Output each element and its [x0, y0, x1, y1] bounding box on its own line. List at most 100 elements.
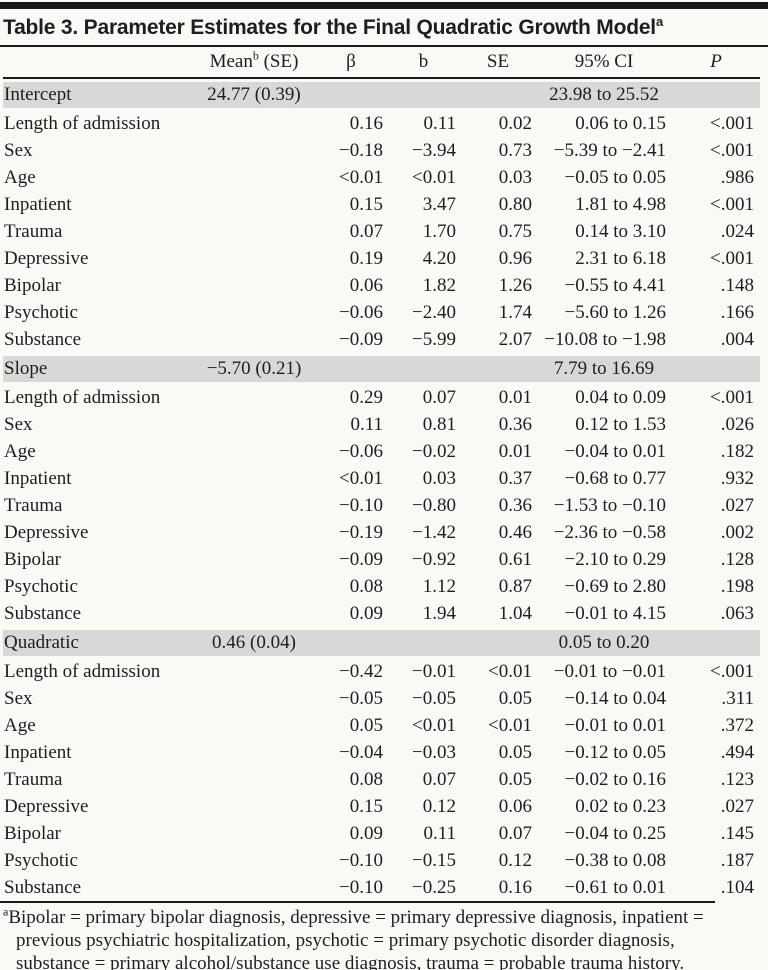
predictor-se-cell: 0.06: [498, 796, 532, 817]
predictor-label-cell: Age: [4, 441, 36, 462]
predictor-beta-cell: −0.06: [339, 302, 383, 323]
footnote-a: aBipolar = primary bipolar diagnosis, de…: [3, 906, 715, 970]
predictor-ci-cell: −0.14 to 0.04: [564, 688, 667, 709]
predictor-mean-cell-empty: [193, 600, 315, 627]
predictor-beta-cell: −0.10: [339, 850, 383, 871]
predictor-ci-cell: 0.12 to 1.53: [575, 414, 666, 435]
table-title-footnote-marker: a: [655, 14, 663, 29]
predictor-beta-cell: −0.18: [339, 140, 383, 161]
predictor-b-cell: −0.01: [412, 661, 456, 682]
predictor-mean-cell-empty: [193, 411, 315, 438]
predictor-row: Psychotic 0.08 1.12 0.87 −0.69 to 2.80 .…: [3, 573, 760, 600]
predictor-mean-cell-empty: [193, 874, 315, 901]
predictor-label-cell: Trauma: [4, 769, 63, 790]
predictor-mean-cell-empty: [193, 739, 315, 766]
predictor-row: Trauma −0.10 −0.80 0.36 −1.53 to −0.10 .…: [3, 492, 760, 519]
predictor-b-cell: 4.20: [422, 248, 456, 269]
predictor-label-cell: Sex: [4, 140, 33, 161]
predictor-row: Inpatient −0.04 −0.03 0.05 −0.12 to 0.05…: [3, 739, 760, 766]
predictor-se-cell: <0.01: [488, 715, 532, 736]
predictor-se-cell: 0.01: [498, 441, 532, 462]
predictor-label-cell: Trauma: [4, 495, 63, 516]
predictor-mean-cell-empty: [193, 492, 315, 519]
predictor-ci-cell: −2.36 to −0.58: [553, 522, 666, 543]
predictor-p-cell: .187: [720, 850, 754, 871]
section-p-cell-empty: [672, 627, 760, 658]
predictor-p-cell: .182: [720, 441, 754, 462]
predictor-se-cell: <0.01: [488, 661, 532, 682]
predictor-beta-cell: <0.01: [339, 167, 383, 188]
predictor-beta-cell: −0.09: [339, 549, 383, 570]
parameter-estimates-table: Meanb (SE) β b SE 95% CI P Intercept 24.…: [3, 47, 760, 901]
predictor-b-cell: −0.80: [412, 495, 456, 516]
predictor-label-cell: Age: [4, 715, 36, 736]
col-header-mean-se: Meanb (SE): [193, 47, 315, 79]
predictor-ci-cell: 0.02 to 0.23: [575, 796, 666, 817]
predictor-p-cell: .024: [720, 221, 754, 242]
predictor-row: Substance −0.10 −0.25 0.16 −0.61 to 0.01…: [3, 874, 760, 901]
predictor-b-cell: 0.07: [422, 769, 456, 790]
predictor-se-cell: 0.75: [498, 221, 532, 242]
header-row: Meanb (SE) β b SE 95% CI P: [3, 47, 760, 79]
col-header-se: SE: [460, 47, 536, 79]
section-ci-cell: 23.98 to 25.52: [536, 79, 672, 110]
predictor-b-cell: <0.01: [412, 715, 456, 736]
predictor-ci-cell: −2.10 to 0.29: [564, 549, 667, 570]
predictor-row: Length of admission 0.16 0.11 0.02 0.06 …: [3, 110, 760, 137]
predictor-b-cell: 0.11: [423, 113, 456, 134]
predictor-row: Sex −0.18 −3.94 0.73 −5.39 to −2.41 <.00…: [3, 137, 760, 164]
predictor-se-cell: 0.36: [498, 414, 532, 435]
predictor-b-cell: −1.42: [412, 522, 456, 543]
predictor-ci-cell: −0.01 to 0.01: [564, 715, 667, 736]
predictor-mean-cell-empty: [193, 658, 315, 685]
predictor-se-cell: 0.36: [498, 495, 532, 516]
footnote-a-text: Bipolar = primary bipolar diagnosis, dep…: [8, 907, 704, 970]
predictor-mean-cell-empty: [193, 272, 315, 299]
predictor-p-cell: <.001: [710, 248, 754, 269]
predictor-se-cell: 1.04: [498, 603, 532, 624]
predictor-b-cell: 0.12: [422, 796, 456, 817]
predictor-row: Bipolar −0.09 −0.92 0.61 −2.10 to 0.29 .…: [3, 546, 760, 573]
predictor-ci-cell: −0.12 to 0.05: [564, 742, 667, 763]
predictor-b-cell: 0.11: [423, 823, 456, 844]
footnote-a-marker: a: [3, 904, 9, 919]
predictor-ci-cell: 0.06 to 0.15: [575, 113, 666, 134]
predictor-p-cell: .123: [720, 769, 754, 790]
predictor-beta-cell: 0.11: [350, 414, 383, 435]
predictor-p-cell: .166: [720, 302, 754, 323]
predictor-ci-cell: −0.55 to 4.41: [564, 275, 667, 296]
col-header-ci: 95% CI: [536, 47, 672, 79]
predictor-row: Age 0.05 <0.01 <0.01 −0.01 to 0.01 .372: [3, 712, 760, 739]
predictor-row: Depressive 0.19 4.20 0.96 2.31 to 6.18 <…: [3, 245, 760, 272]
predictor-beta-cell: 0.16: [349, 113, 383, 134]
predictor-mean-cell-empty: [193, 685, 315, 712]
predictor-p-cell: .198: [720, 576, 754, 597]
predictor-p-cell: .494: [720, 742, 754, 763]
predictor-b-cell: 0.07: [422, 387, 456, 408]
predictor-p-cell: <.001: [710, 387, 754, 408]
predictor-row: Trauma 0.07 1.70 0.75 0.14 to 3.10 .024: [3, 218, 760, 245]
section-p-cell-empty: [672, 353, 760, 384]
predictor-beta-cell: −0.42: [339, 661, 383, 682]
predictor-label-cell: Inpatient: [4, 468, 72, 489]
predictor-p-cell: .932: [720, 468, 754, 489]
predictor-label-cell: Psychotic: [4, 576, 78, 597]
predictor-ci-cell: −10.08 to −1.98: [544, 329, 666, 350]
section-se-cell-empty: [460, 79, 536, 110]
predictor-ci-cell: 2.31 to 6.18: [575, 248, 666, 269]
predictor-se-cell: 0.96: [498, 248, 532, 269]
predictor-mean-cell-empty: [193, 573, 315, 600]
section-row: Intercept 24.77 (0.39) 23.98 to 25.52: [3, 79, 760, 110]
predictor-ci-cell: −0.01 to −0.01: [553, 661, 666, 682]
predictor-p-cell: .148: [720, 275, 754, 296]
predictor-beta-cell: 0.09: [349, 823, 383, 844]
predictor-mean-cell-empty: [193, 546, 315, 573]
predictor-row: Bipolar 0.09 0.11 0.07 −0.04 to 0.25 .14…: [3, 820, 760, 847]
predictor-label-cell: Substance: [4, 603, 82, 624]
predictor-label-cell: Substance: [4, 329, 82, 350]
predictor-se-cell: 0.05: [498, 769, 532, 790]
predictor-p-cell: .026: [720, 414, 754, 435]
predictor-label-cell: Psychotic: [4, 850, 78, 871]
predictor-p-cell: .104: [720, 877, 754, 898]
predictor-ci-cell: −0.61 to 0.01: [564, 877, 667, 898]
